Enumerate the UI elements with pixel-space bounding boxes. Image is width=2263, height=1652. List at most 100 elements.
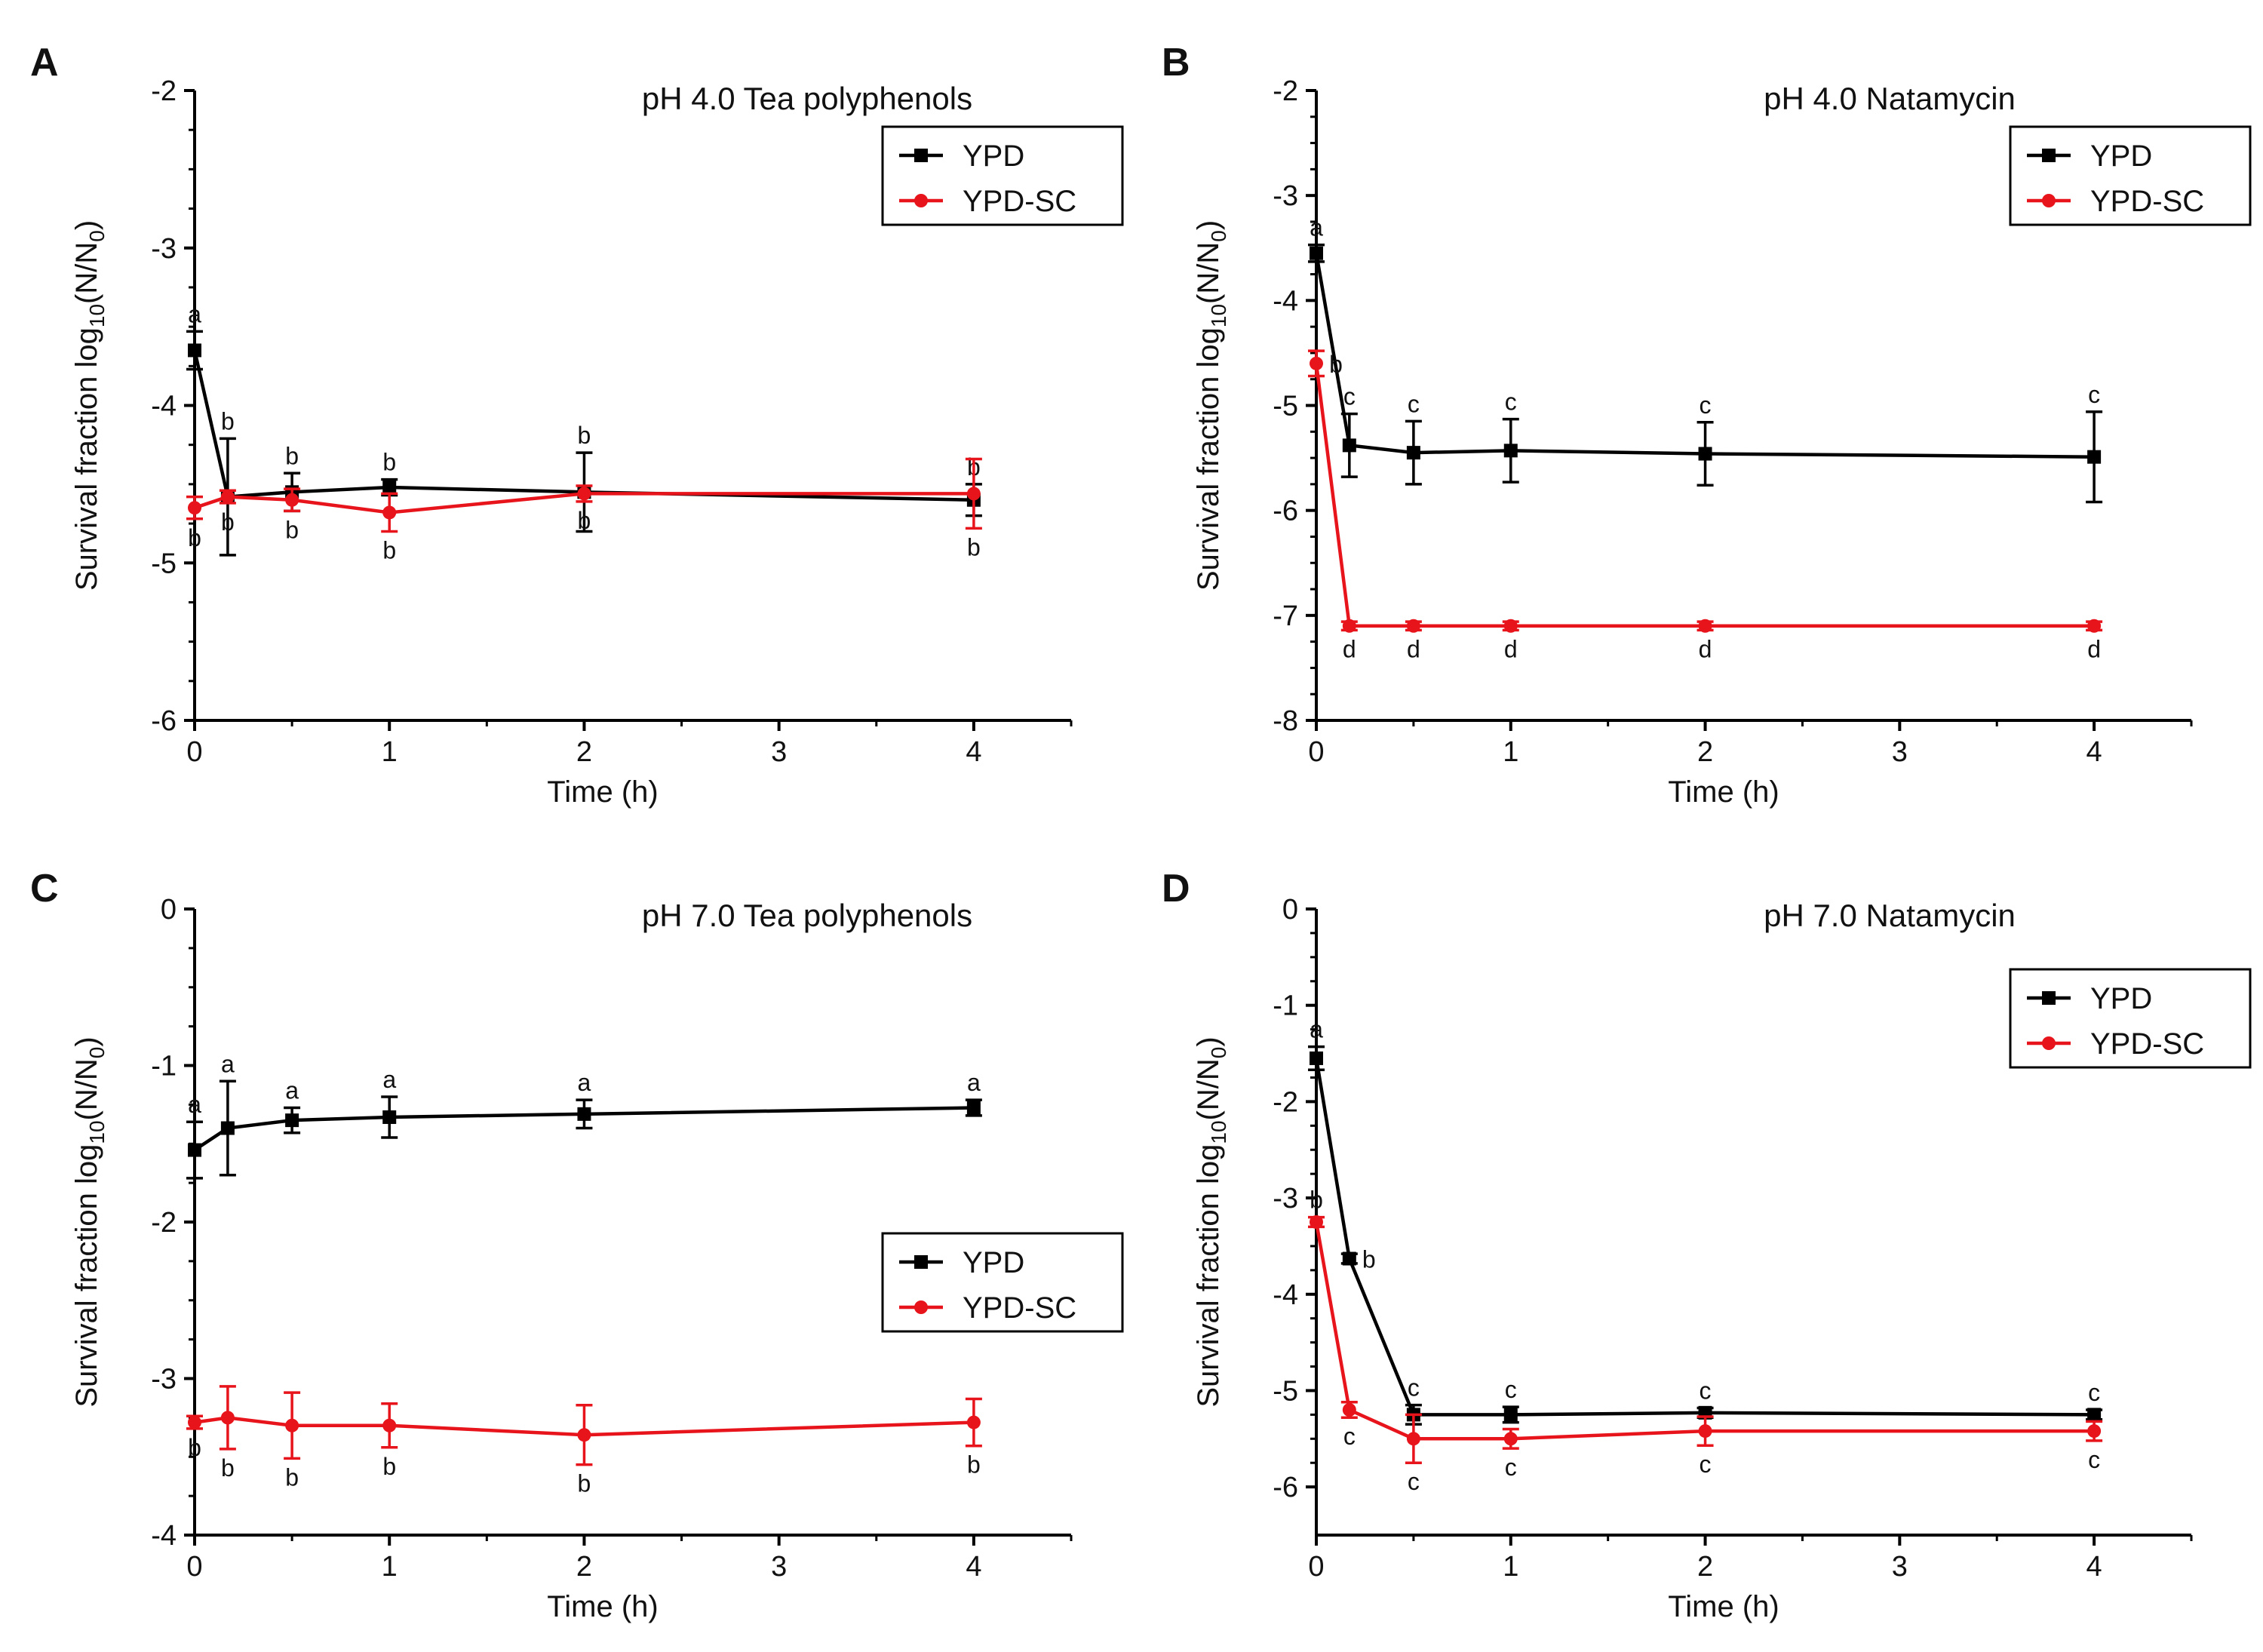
significance-letter: a <box>188 1091 201 1118</box>
data-point <box>382 1110 397 1124</box>
data-point <box>188 1143 201 1157</box>
y-tick-label: -2 <box>1273 1086 1298 1118</box>
data-point <box>188 343 201 358</box>
y-tick-label: 0 <box>1282 894 1298 926</box>
x-tick-label: 0 <box>186 736 202 768</box>
data-point <box>1310 246 1323 260</box>
legend-box <box>2009 125 2252 226</box>
data-point <box>2087 1408 2102 1422</box>
significance-letter: b <box>285 1463 299 1491</box>
y-tick-label: -6 <box>1273 1472 1298 1503</box>
x-tick-label: 0 <box>1308 1551 1324 1583</box>
y-tick-label: -1 <box>151 1051 177 1082</box>
legend-marker <box>914 1300 928 1314</box>
data-point <box>285 1418 299 1432</box>
legend-marker <box>914 149 928 162</box>
x-tick-label: 3 <box>771 1551 787 1583</box>
legend: YPD YPD-SC <box>881 125 1124 226</box>
panel-title: pH 4.0 Natamycin <box>1764 81 2016 116</box>
series-ypd-sc: b d d d d d <box>1308 349 2103 662</box>
data-point <box>220 1411 235 1425</box>
panel-letter: A <box>30 41 59 84</box>
data-point <box>1310 1051 1323 1065</box>
legend-label: YPD <box>963 140 1024 173</box>
significance-letter: c <box>1700 1451 1712 1478</box>
legend-box <box>881 125 1124 226</box>
panel-title: pH 4.0 Tea polyphenols <box>642 81 972 116</box>
data-point <box>188 1415 201 1429</box>
y-tick-label: -3 <box>151 1364 177 1396</box>
data-point <box>1342 1403 1356 1417</box>
x-tick-label: 0 <box>1308 736 1324 768</box>
x-tick-label: 1 <box>382 736 398 768</box>
significance-letter: c <box>1505 388 1517 416</box>
significance-letter: a <box>188 300 201 327</box>
series-line <box>1314 363 2095 628</box>
data-point <box>966 487 981 501</box>
legend-label: YPD-SC <box>2090 1027 2204 1061</box>
data-point <box>1503 1432 1518 1446</box>
x-tick-label: 2 <box>1697 736 1713 768</box>
data-point <box>2087 1424 2102 1439</box>
legend-marker <box>2042 194 2056 207</box>
chart-panel-c: CpH 7.0 Tea polyphenols -4 -3 -2 -1 0 0 1 2 3 4 Tim… <box>30 867 1124 1623</box>
data-point <box>2087 619 2102 633</box>
significance-letter: b <box>285 442 299 469</box>
data-point <box>382 505 397 520</box>
panel-title: pH 7.0 Tea polyphenols <box>642 898 972 933</box>
y-tick-label: -2 <box>151 75 177 107</box>
series-line <box>1314 1058 2095 1417</box>
legend-label: YPD-SC <box>963 185 1076 218</box>
legend-box <box>2009 968 2252 1069</box>
series-ypd: a b c c c c <box>1308 1016 2103 1426</box>
data-point <box>577 487 591 501</box>
y-tick-label: -3 <box>151 233 177 265</box>
y-tick-label: -5 <box>1273 1375 1298 1407</box>
y-tick-label: -5 <box>151 548 177 579</box>
x-tick-label: 3 <box>771 736 787 768</box>
significance-letter: c <box>2088 1446 2100 1473</box>
x-tick-label: 3 <box>1892 1551 1908 1583</box>
x-axis-label: Time (h) <box>547 1590 658 1623</box>
legend-marker <box>2042 1036 2056 1050</box>
significance-letter: a <box>382 1066 396 1093</box>
x-axis-label: Time (h) <box>547 775 658 809</box>
y-axis-label: Survival fraction log10(N/N0) <box>1192 220 1230 591</box>
y-tick-label: -1 <box>1273 990 1298 1022</box>
significance-letter: b <box>188 524 201 551</box>
x-tick-label: 2 <box>1697 1551 1713 1583</box>
x-tick-label: 4 <box>966 1551 981 1583</box>
y-tick-label: -6 <box>151 705 177 737</box>
significance-letter: b <box>382 1453 396 1480</box>
data-point <box>1698 619 1712 633</box>
legend-label: YPD-SC <box>2090 185 2204 218</box>
y-tick-label: -7 <box>1273 600 1298 632</box>
y-axis-label: Survival fraction log10(N/N0) <box>70 1036 109 1407</box>
significance-letter: a <box>967 1069 981 1096</box>
significance-letter: c <box>1700 392 1712 419</box>
x-tick-label: 1 <box>1503 736 1518 768</box>
data-point <box>966 1101 981 1115</box>
significance-letter: b <box>578 422 591 449</box>
significance-letter: d <box>1504 635 1518 662</box>
significance-letter: a <box>1310 1016 1323 1043</box>
significance-letter: d <box>2087 635 2101 662</box>
data-point <box>1406 1432 1420 1446</box>
y-tick-label: -5 <box>1273 391 1298 422</box>
legend-label: YPD <box>2090 982 2152 1015</box>
significance-letter: c <box>1343 383 1356 410</box>
legend-box <box>881 1232 1124 1333</box>
y-tick-label: 0 <box>161 894 177 926</box>
data-point <box>220 1121 235 1135</box>
significance-letter: c <box>1700 1377 1712 1404</box>
data-point <box>285 493 299 507</box>
data-point <box>577 1428 591 1442</box>
significance-letter: b <box>1362 1246 1376 1273</box>
y-axis-label: Survival fraction log10(N/N0) <box>70 220 109 591</box>
legend: YPD YPD-SC <box>881 1232 1124 1333</box>
y-tick-label: -3 <box>1273 1183 1298 1214</box>
panel-title: pH 7.0 Natamycin <box>1764 898 2016 933</box>
significance-letter: b <box>221 407 235 434</box>
data-point <box>1698 1424 1712 1439</box>
significance-letter: c <box>1505 1376 1517 1403</box>
